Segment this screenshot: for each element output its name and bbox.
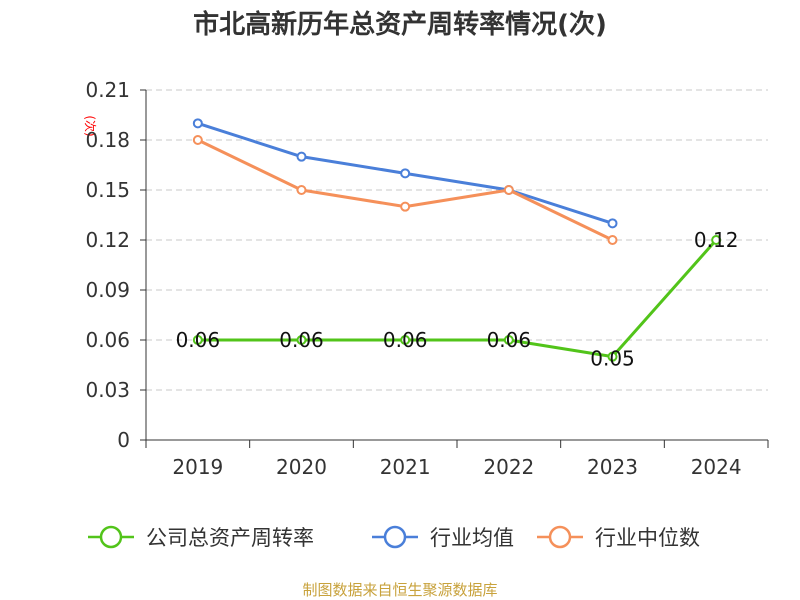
data-label: 0.05 bbox=[590, 347, 635, 371]
chart-title: 市北高新历年总资产周转率情况(次) bbox=[193, 9, 607, 40]
data-point bbox=[296, 151, 307, 162]
legend-item-label: 公司总资产周转率 bbox=[146, 526, 314, 550]
x-tick-label: 2024 bbox=[691, 455, 742, 479]
data-point bbox=[607, 218, 618, 229]
data-label: 0.06 bbox=[487, 328, 532, 352]
legend-item-label: 行业均值 bbox=[430, 526, 514, 550]
y-tick-label: 0.15 bbox=[85, 178, 130, 202]
y-tick-label: 0.21 bbox=[85, 78, 130, 102]
data-point bbox=[607, 351, 618, 362]
data-labels: 0.06 0.06 0.06 0.06 0.05 0.12 bbox=[176, 228, 739, 371]
legend-item-label: 行业中位数 bbox=[595, 526, 700, 550]
series bbox=[192, 118, 722, 362]
y-axis-unit: (次) bbox=[83, 115, 97, 136]
y-tick-label: 0.18 bbox=[85, 128, 130, 152]
data-label: 0.12 bbox=[694, 228, 739, 252]
data-point bbox=[400, 168, 411, 179]
series-line-0 bbox=[197, 239, 718, 359]
legend-swatch-marker bbox=[548, 525, 572, 549]
data-point bbox=[192, 135, 203, 145]
x-tick-label: 2020 bbox=[276, 455, 327, 479]
x-tick-label: 2022 bbox=[483, 455, 534, 479]
axes: 0 0.03 0.06 0.09 0.12 0.15 0.18 0.21 2019 2020 202… bbox=[85, 78, 769, 479]
grid bbox=[146, 89, 768, 391]
data-point bbox=[503, 335, 514, 345]
data-label: 0.06 bbox=[383, 328, 428, 352]
y-tick-label: 0 bbox=[117, 428, 130, 452]
data-point bbox=[400, 335, 411, 345]
x-tick-label: 2023 bbox=[587, 455, 638, 479]
x-tick-label: 2021 bbox=[380, 455, 431, 479]
legend-swatch-marker bbox=[383, 525, 407, 549]
data-label: 0.06 bbox=[279, 328, 324, 352]
data-point bbox=[192, 335, 203, 345]
data-point bbox=[503, 185, 514, 195]
data-point bbox=[296, 185, 307, 195]
data-point bbox=[400, 201, 411, 212]
data-label: 0.06 bbox=[176, 328, 221, 352]
data-point bbox=[607, 235, 618, 245]
y-tick-label: 0.12 bbox=[85, 228, 130, 252]
data-point bbox=[296, 335, 307, 345]
data-point bbox=[711, 235, 722, 245]
legend-swatch-marker bbox=[99, 525, 123, 549]
y-tick-label: 0.06 bbox=[85, 328, 130, 352]
data-point bbox=[192, 118, 203, 129]
legend: 公司总资产周转率 行业均值 行业中位数 bbox=[88, 525, 700, 550]
source-note: 制图数据来自恒生聚源数据库 bbox=[302, 581, 497, 599]
x-tick-label: 2019 bbox=[172, 455, 223, 479]
y-tick-label: 0.03 bbox=[85, 378, 130, 402]
y-tick-label: 0.09 bbox=[85, 278, 130, 302]
